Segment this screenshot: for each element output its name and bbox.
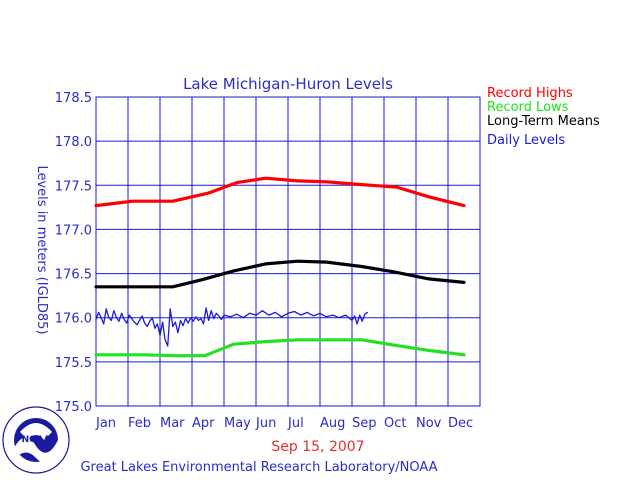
x-tick-label: Mar <box>160 416 185 431</box>
y-axis-label: Levels in meters (IGLD85) <box>34 165 49 334</box>
y-tick-label: 178.5 <box>55 91 92 106</box>
plot-grid <box>95 96 481 407</box>
x-tick-labels: Jan Feb Mar Apr May Jun Jul Aug Sep Oct Nov Dec <box>95 416 473 431</box>
x-tick-label: Dec <box>448 416 473 431</box>
y-tick-label: 175.0 <box>55 400 92 415</box>
series-line-record-highs <box>94 176 466 208</box>
y-tick-label: 175.5 <box>55 356 92 371</box>
x-tick-label: Jun <box>255 416 276 431</box>
x-tick-label: Sep <box>352 416 377 431</box>
y-tick-label: 176.0 <box>55 312 92 327</box>
series-line-long-term-means <box>94 259 466 289</box>
x-tick-label: May <box>224 416 251 431</box>
series-line-record-lows <box>94 338 466 358</box>
chart-title: Lake Michigan-Huron Levels <box>183 75 393 93</box>
x-tick-label: Apr <box>192 416 215 431</box>
y-tick-label: 176.5 <box>55 268 92 283</box>
noaa-logo-label: NOAA <box>22 435 51 445</box>
y-tick-labels: 175.0 175.5 176.0 176.5 177.0 177.5 178.0 178.5 <box>55 91 92 415</box>
legend-entry-record-lows: Record Lows <box>487 100 569 115</box>
x-tick-label: Aug <box>320 416 345 431</box>
x-tick-label: Jul <box>287 416 304 431</box>
series-lines <box>94 176 466 358</box>
legend-entry-record-highs: Record Highs <box>487 86 573 101</box>
y-tick-label: 178.0 <box>55 135 92 150</box>
noaa-logo: NOAA <box>2 406 70 474</box>
legend-entry-daily-levels: Daily Levels <box>487 133 565 148</box>
x-tick-label: Jan <box>95 416 116 431</box>
legend-entry-long-term-means: Long-Term Means <box>487 114 600 129</box>
x-tick-label: Nov <box>416 416 442 431</box>
date-label: Sep 15, 2007 <box>271 439 364 455</box>
x-tick-label: Feb <box>128 416 151 431</box>
x-tick-label: Oct <box>384 416 406 431</box>
credit-text: Great Lakes Environmental Research Labor… <box>80 460 437 475</box>
y-tick-label: 177.5 <box>55 179 92 194</box>
y-tick-label: 177.0 <box>55 223 92 238</box>
series-line-daily-levels <box>95 307 369 347</box>
